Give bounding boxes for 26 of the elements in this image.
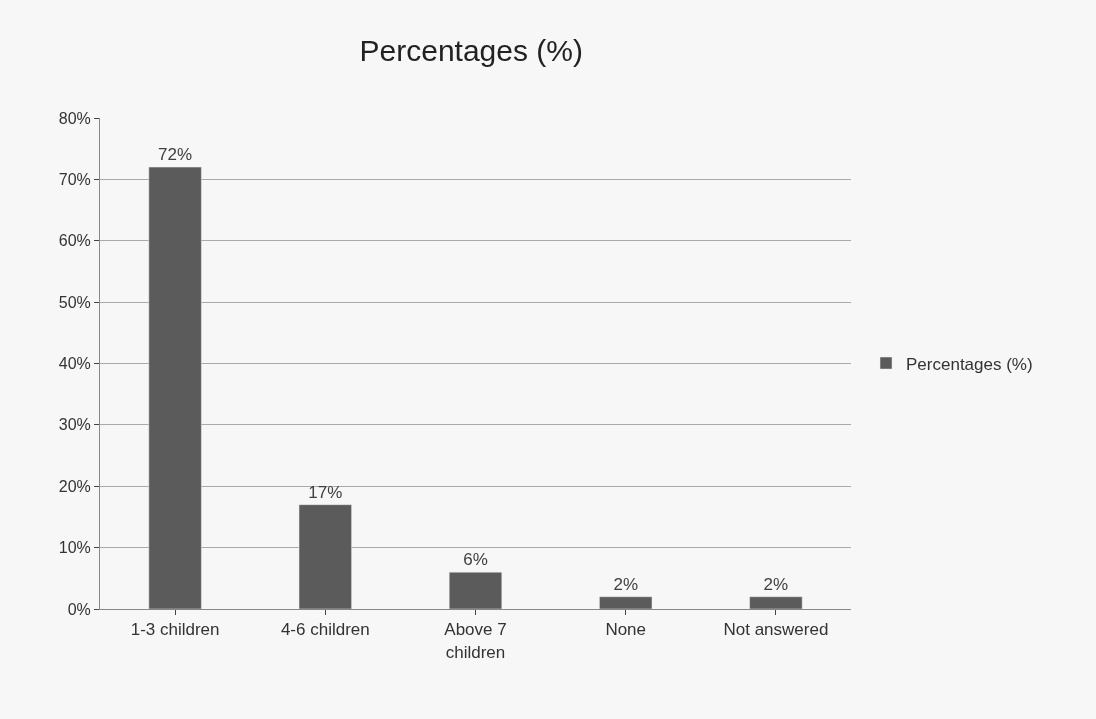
bar [448, 571, 503, 609]
x-tick-label: None [605, 620, 647, 640]
bar [298, 504, 352, 609]
bar [599, 596, 653, 609]
y-tick-label: 50% [58, 293, 91, 311]
chart-title: Percentages (%) [359, 33, 583, 67]
y-tick-label: 20% [58, 477, 91, 495]
legend-label: Percentages (%) [906, 354, 1033, 374]
y-tick-label: 60% [58, 232, 91, 250]
data-label: 2% [613, 574, 638, 594]
bar [749, 596, 803, 609]
y-tick-label: 30% [58, 416, 91, 434]
data-label: 6% [463, 550, 488, 570]
y-tick-label: 10% [58, 539, 91, 557]
x-tick-label: Above 7 children [444, 620, 507, 662]
x-tick-label: 4-6 children [280, 620, 370, 640]
data-label: 2% [763, 574, 789, 594]
data-label: 72% [158, 145, 193, 165]
y-tick-label: 0% [67, 600, 91, 618]
y-tick-label: 70% [58, 170, 91, 188]
y-tick-label: 80% [58, 109, 91, 127]
bar [148, 166, 202, 609]
data-label: 17% [308, 482, 343, 502]
x-tick-label: 1-3 children [130, 620, 220, 640]
y-tick-label: 40% [58, 355, 91, 373]
x-tick-label: Not answered [723, 620, 829, 640]
